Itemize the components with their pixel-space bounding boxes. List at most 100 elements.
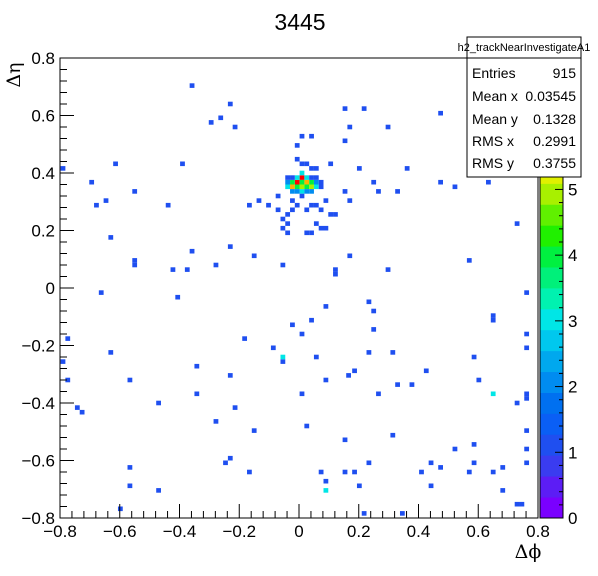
heatmap-bin (299, 179, 305, 185)
x-tick-label: 0.6 (466, 522, 490, 541)
heatmap-bin (79, 409, 85, 415)
heatmap-bin (313, 175, 319, 180)
heatmap-bin (275, 193, 281, 199)
heatmap-bin (361, 106, 367, 111)
heatmap-bin (438, 110, 443, 116)
stats-rms-x-value: 0.2991 (533, 133, 576, 149)
heatmap-bin (313, 221, 319, 226)
heatmap-bin (113, 161, 118, 167)
heatmap-bin (132, 258, 138, 263)
heatmap-bin (156, 400, 161, 406)
heatmap-bin (132, 262, 138, 268)
x-tick-label: −0.6 (103, 522, 137, 541)
x-tick-label: −0.8 (43, 522, 77, 541)
palette-segment (540, 288, 563, 310)
heatmap-bin (285, 179, 291, 185)
stats-mean-y-value: 0.1328 (533, 111, 576, 127)
heatmap-bin (309, 202, 314, 208)
heatmap-bin (304, 175, 310, 180)
heatmap-bin (280, 262, 286, 268)
heatmap-bin (395, 189, 400, 194)
heatmap-bin (471, 460, 477, 466)
heatmap-bin (227, 373, 233, 378)
heatmap-bin (304, 184, 310, 190)
x-tick-label: −0.4 (163, 522, 197, 541)
heatmap-bin (385, 124, 391, 130)
heatmap-bin (299, 189, 305, 194)
heatmap-bin (352, 469, 357, 475)
heatmap-bin (65, 336, 71, 341)
y-tick-label: 0.8 (31, 49, 55, 68)
palette-segment (540, 308, 563, 331)
heatmap-bin (294, 202, 300, 208)
heatmap-bin (294, 179, 300, 185)
palette-segment (540, 434, 563, 456)
heatmap-bin (328, 212, 334, 217)
heatmap-bin (490, 469, 496, 475)
heatmap-bin (299, 175, 305, 180)
heatmap-bin (280, 225, 286, 231)
stats-entries-label: Entries (472, 65, 516, 81)
palette-segment (540, 183, 563, 205)
stats-histogram-name: h2_trackNearInvestigateA1 (458, 42, 591, 54)
palette-segment (540, 497, 563, 519)
heatmap-bin (132, 189, 138, 194)
palette-segment (540, 267, 563, 289)
heatmap-bin (290, 322, 295, 328)
heatmap-bin (471, 354, 477, 360)
stats-mean-x-label: Mean x (472, 88, 518, 104)
heatmap-bin (390, 432, 396, 438)
x-axis-title: Δϕ (515, 541, 542, 563)
heatmap-bin (280, 354, 286, 360)
heatmap-bin (333, 212, 338, 217)
heatmap-bin (404, 166, 410, 171)
heatmap-bin (333, 271, 338, 277)
heatmap-bin (290, 207, 295, 213)
heatmap-bin (117, 506, 123, 512)
y-tick-label: 0.4 (31, 164, 55, 183)
heatmap-bin (194, 391, 200, 397)
heatmap-bin (318, 207, 324, 213)
heatmap-bin (395, 382, 400, 387)
heatmap-bin (189, 83, 195, 88)
heatmap-bin (524, 345, 530, 351)
heatmap-bin (299, 331, 305, 337)
heatmap-bin (419, 469, 424, 475)
y-tick-label: −0.8 (21, 509, 55, 528)
heatmap-bin (466, 258, 472, 263)
heatmap-bin (519, 501, 525, 507)
y-tick-label: −0.6 (21, 452, 55, 471)
heatmap-bin (290, 198, 295, 203)
palette-tick-label: 1 (568, 443, 577, 462)
heatmap-bin (280, 216, 286, 222)
heatmap-bin (490, 391, 496, 397)
palette-tick-label: 2 (568, 378, 577, 397)
stats-mean-x-value: 0.03545 (525, 88, 576, 104)
heatmap-bin (313, 184, 319, 190)
y-tick-label: 0.2 (31, 222, 55, 241)
plot-frame (59, 57, 539, 519)
heatmap-bin (366, 299, 372, 305)
heatmap-bin (323, 478, 329, 484)
y-tick-label: −0.4 (21, 394, 55, 413)
heatmap-bin (304, 207, 310, 213)
heatmap-bin (299, 193, 305, 199)
heatmap-bin (318, 225, 324, 231)
heatmap-bin (285, 212, 291, 217)
heatmap-bin (438, 465, 443, 470)
heatmap-bin (452, 184, 458, 190)
heatmap-bin (304, 230, 310, 236)
heatmap-bin (514, 221, 520, 226)
heatmap-bin (285, 230, 291, 236)
heatmap-bin (275, 207, 281, 213)
heatmap-bin (247, 202, 252, 208)
palette-segment (540, 246, 563, 268)
palette-tick-label: 5 (568, 180, 577, 199)
heatmap-bin (366, 350, 372, 355)
heatmap-bin (313, 179, 319, 185)
heatmap-bin (309, 133, 314, 139)
heatmap-bin (423, 368, 429, 374)
heatmap-bin (347, 198, 353, 203)
x-tick-label: 0.4 (407, 522, 431, 541)
heatmap-bin (390, 350, 396, 355)
